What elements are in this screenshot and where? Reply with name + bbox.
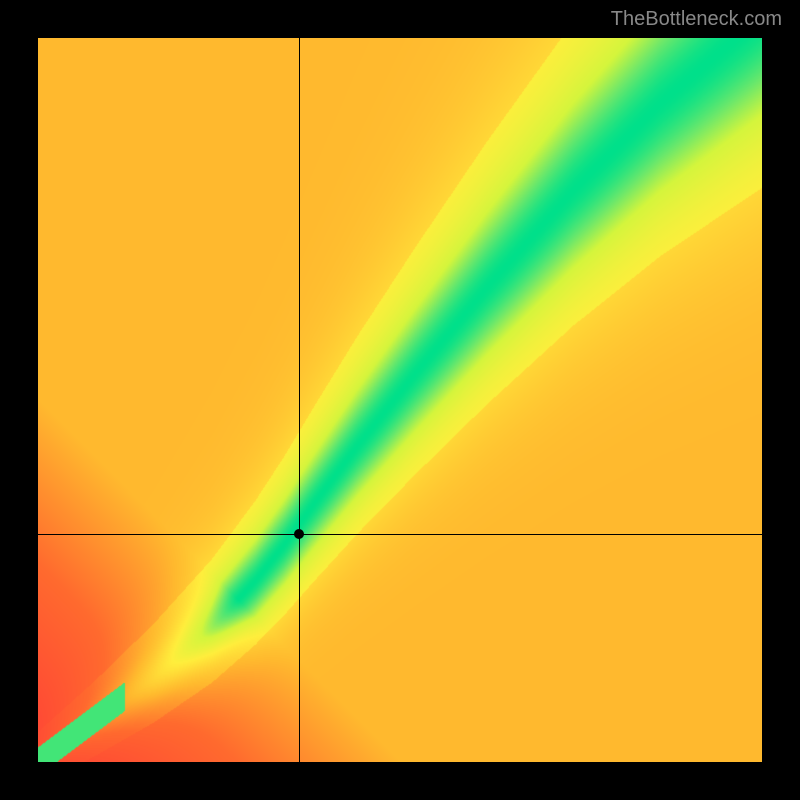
crosshair-horizontal xyxy=(38,534,762,535)
watermark-text: TheBottleneck.com xyxy=(611,8,782,31)
heatmap-plot xyxy=(38,38,762,762)
crosshair-marker xyxy=(294,529,304,539)
crosshair-vertical xyxy=(299,38,300,762)
heatmap-canvas xyxy=(38,38,762,762)
